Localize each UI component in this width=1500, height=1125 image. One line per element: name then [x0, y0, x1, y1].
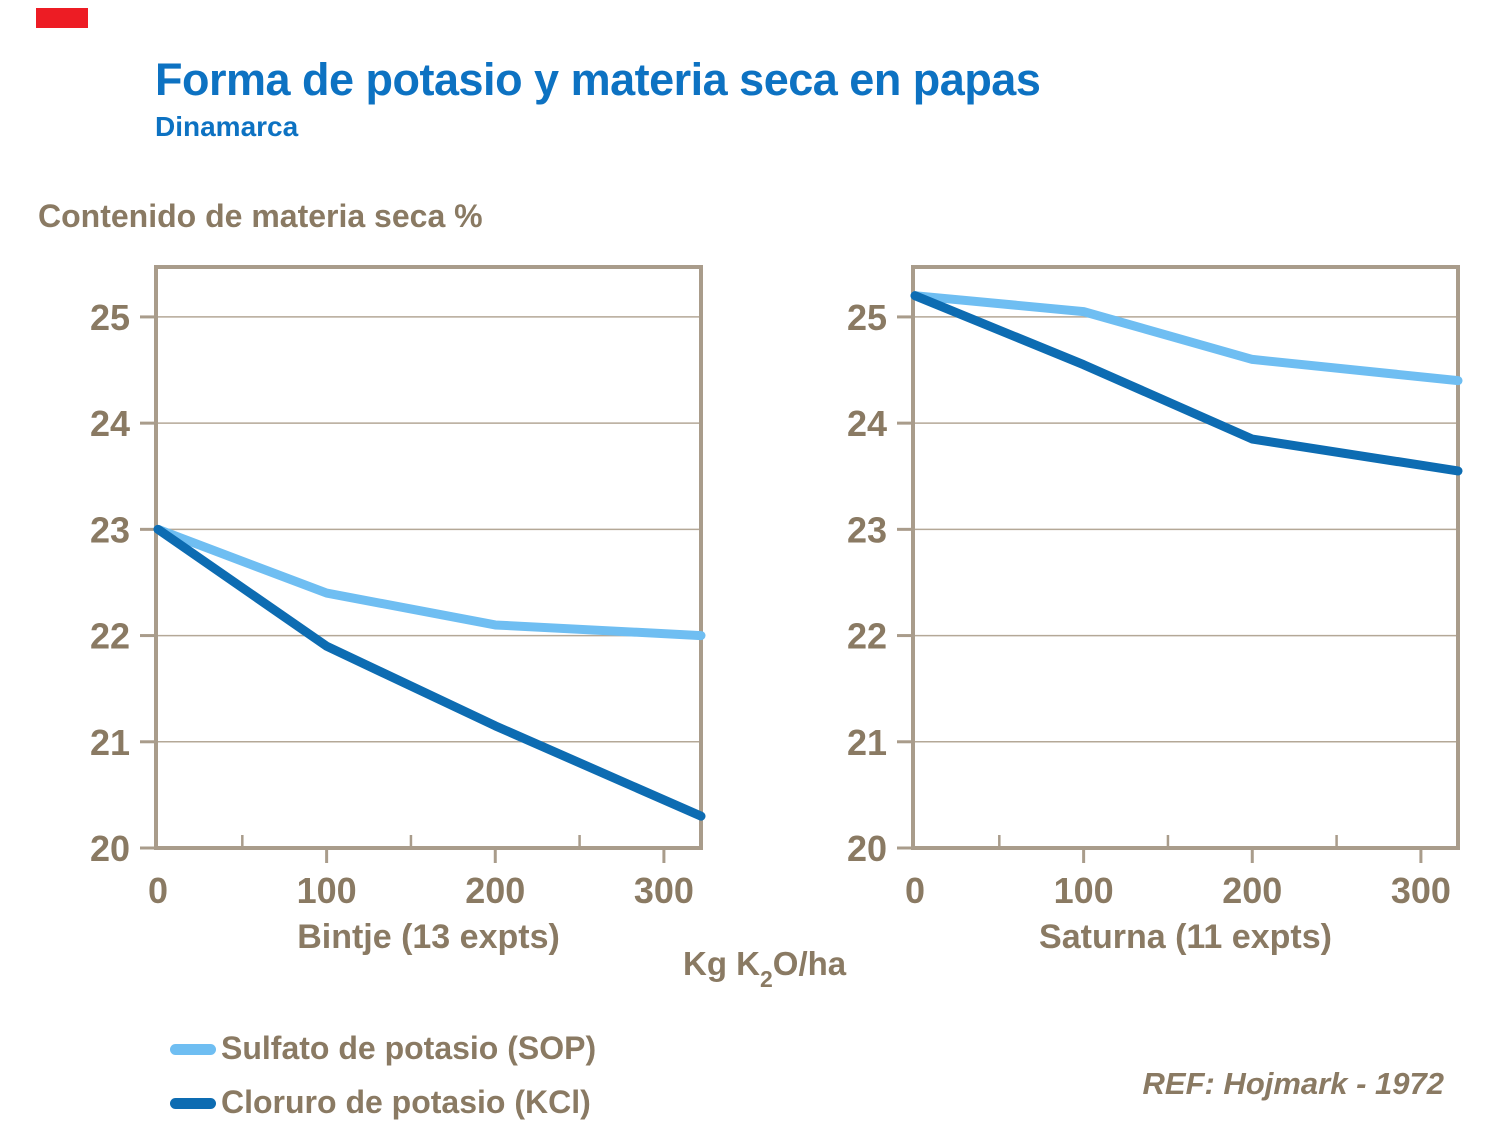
saturna-caption: Saturna (11 expts) [1039, 918, 1332, 956]
svg-text:0: 0 [148, 870, 168, 911]
reference-text: REF: Hojmark - 1972 [1142, 1066, 1445, 1101]
svg-text:200: 200 [1222, 870, 1282, 911]
svg-text:300: 300 [1391, 870, 1451, 911]
svg-text:22: 22 [847, 616, 887, 657]
svg-text:24: 24 [847, 403, 887, 444]
kcl-line-swatch-icon [170, 1097, 216, 1109]
svg-text:20: 20 [90, 828, 130, 869]
legend-item-kcl: Cloruro de potasio (KCl) [170, 1076, 596, 1125]
svg-text:25: 25 [90, 297, 130, 338]
svg-text:300: 300 [634, 870, 694, 911]
svg-text:100: 100 [1054, 870, 1114, 911]
y-axis-title: Contenido de materia seca % [38, 198, 483, 234]
legend: Sulfato de potasio (SOP) Cloruro de pota… [170, 1022, 596, 1125]
page-subtitle: Dinamarca [155, 111, 299, 142]
svg-text:20: 20 [847, 828, 887, 869]
page-title: Forma de potasio y materia seca en papas [155, 54, 1041, 105]
svg-text:24: 24 [90, 403, 130, 444]
legend-label-kcl: Cloruro de potasio (KCl) [221, 1084, 591, 1121]
logo-red-bar-icon [36, 8, 88, 28]
saturna-line-chart: 20 21 22 23 24 25 0 100 200 300 [847, 265, 1463, 911]
svg-text:23: 23 [90, 509, 130, 550]
x-axis-unit-label: Kg K2O/ha [683, 945, 847, 990]
bintje-line-chart: 20 21 22 23 24 25 0 100 200 300 [90, 265, 706, 911]
legend-item-sop: Sulfato de potasio (SOP) [170, 1022, 596, 1076]
svg-text:100: 100 [297, 870, 357, 911]
svg-text:21: 21 [847, 722, 887, 763]
svg-text:0: 0 [905, 870, 925, 911]
x-axis-unit-subscript: 2 [760, 965, 773, 992]
sop-line-swatch-icon [170, 1043, 216, 1055]
svg-text:22: 22 [90, 616, 130, 657]
svg-text:23: 23 [847, 509, 887, 550]
svg-text:25: 25 [847, 297, 887, 338]
x-axis-unit-pre: Kg K [683, 945, 760, 982]
svg-text:21: 21 [90, 722, 130, 763]
bintje-caption: Bintje (13 expts) [297, 918, 560, 956]
x-axis-unit-post: O/ha [772, 945, 847, 982]
svg-text:200: 200 [465, 870, 525, 911]
legend-label-sop: Sulfato de potasio (SOP) [221, 1030, 597, 1067]
